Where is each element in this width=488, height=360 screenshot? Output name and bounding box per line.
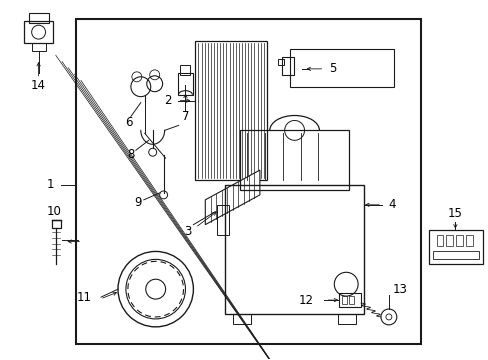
Bar — [436, 235, 443, 247]
Bar — [348, 296, 353, 304]
Bar — [195, 41, 266, 180]
Bar — [446, 235, 452, 247]
Text: 9: 9 — [134, 196, 142, 209]
Bar — [51, 220, 61, 228]
Bar — [338, 314, 355, 324]
Bar — [233, 314, 250, 324]
Text: 2: 2 — [164, 94, 171, 107]
Text: 3: 3 — [183, 225, 191, 238]
Polygon shape — [205, 170, 259, 225]
Bar — [427, 230, 482, 264]
Bar — [240, 130, 348, 190]
Bar — [224, 185, 364, 314]
Text: 12: 12 — [298, 293, 313, 307]
Text: 7: 7 — [182, 110, 189, 123]
Bar — [339, 293, 360, 307]
Bar — [32, 43, 45, 51]
Bar — [24, 21, 53, 43]
Bar — [289, 49, 393, 87]
Text: 4: 4 — [387, 198, 395, 211]
Bar — [342, 296, 346, 304]
Text: 11: 11 — [76, 291, 91, 303]
Bar — [277, 59, 283, 65]
Text: 1: 1 — [47, 179, 54, 192]
Bar — [29, 13, 48, 23]
Text: 6: 6 — [125, 116, 132, 129]
Bar — [432, 251, 478, 260]
Bar — [76, 19, 420, 344]
Text: 15: 15 — [447, 207, 462, 220]
Text: 14: 14 — [31, 79, 46, 92]
Bar — [177, 73, 193, 95]
Text: 10: 10 — [47, 205, 62, 218]
Bar — [217, 205, 229, 235]
Bar — [455, 235, 462, 247]
Text: 13: 13 — [392, 283, 407, 296]
Bar — [466, 235, 472, 247]
Text: 5: 5 — [328, 62, 336, 75]
Bar — [180, 65, 190, 75]
Bar — [281, 57, 293, 75]
Text: 8: 8 — [127, 148, 134, 161]
